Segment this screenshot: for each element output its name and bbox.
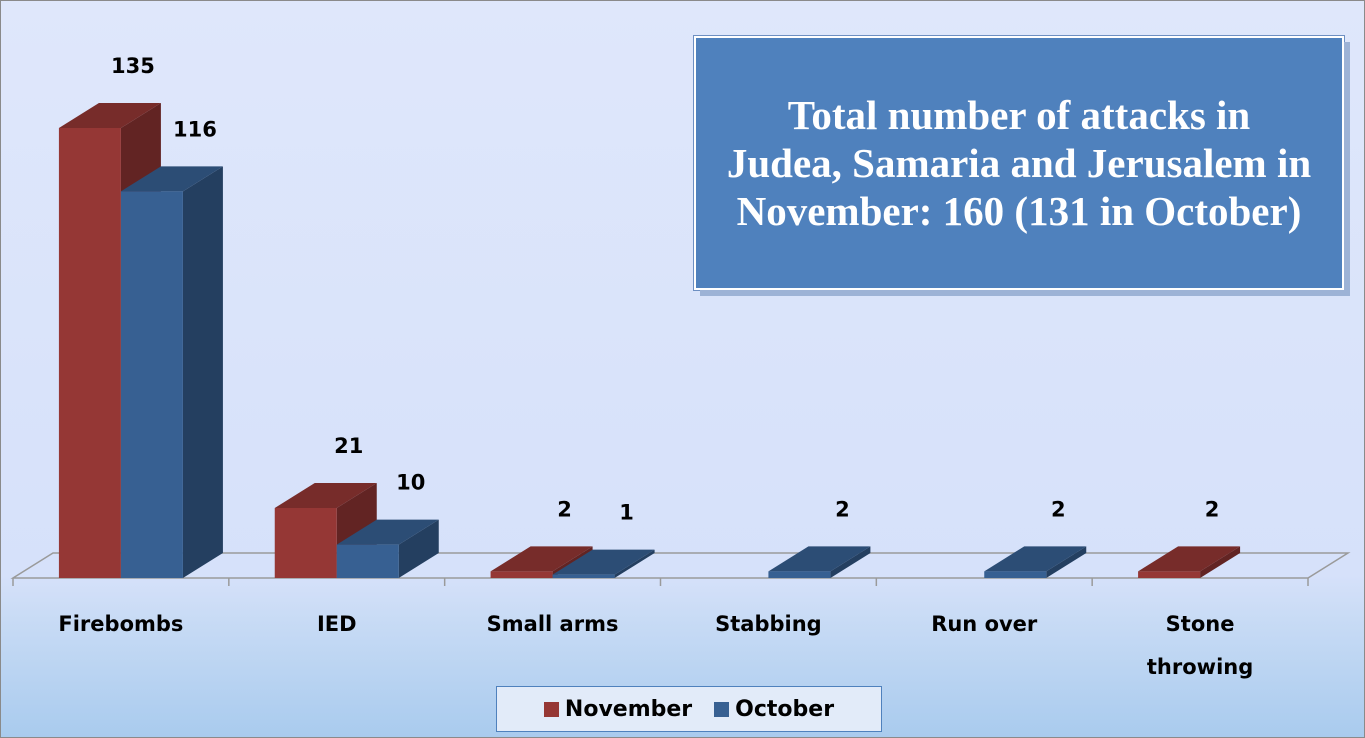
bar-top (490, 546, 593, 572)
bar-front (120, 191, 183, 579)
x-tick-label: Firebombs (58, 612, 184, 636)
bar-side (182, 166, 223, 579)
x-tick-label: Small arms (486, 612, 619, 636)
bar-top (274, 483, 377, 508)
bar-front (336, 544, 399, 578)
bar-side (1200, 546, 1241, 578)
data-label: 2 (557, 497, 572, 521)
bar-front (490, 571, 553, 578)
bar-top (120, 166, 223, 192)
chart-title: Total number of attacks in Judea, Samari… (694, 36, 1344, 290)
data-label: 10 (396, 471, 425, 495)
bar-top (552, 549, 655, 575)
x-tick-label: IED (316, 612, 357, 636)
legend-label: October (735, 696, 835, 722)
bar-top (1138, 546, 1241, 572)
bar-front (274, 508, 337, 578)
bar (120, 166, 223, 579)
bar-side (830, 546, 871, 578)
bar-top (984, 546, 1087, 572)
bar (984, 546, 1087, 578)
bar-side (614, 549, 655, 578)
legend: November October (496, 686, 882, 732)
data-label: 2 (1205, 497, 1220, 521)
bar-top (58, 103, 161, 128)
data-label: 116 (173, 117, 217, 141)
bar (336, 519, 439, 578)
legend-item: November (543, 696, 693, 722)
x-tick-label: Run over (931, 612, 1038, 636)
x-tick-label: Stone throwing (1146, 612, 1254, 679)
data-label: 21 (334, 434, 363, 458)
bar-front (552, 574, 615, 578)
legend-swatch (714, 701, 730, 717)
bar-front (1138, 571, 1201, 578)
data-label: 2 (835, 497, 850, 521)
bar (552, 549, 655, 578)
data-label: 1 (619, 501, 634, 525)
x-tick-label: Stabbing (715, 612, 822, 636)
data-label: 2 (1051, 497, 1066, 521)
bar-front (58, 128, 121, 578)
bar-side (1046, 546, 1087, 578)
bar-front (984, 571, 1047, 578)
legend-label: November (564, 696, 693, 722)
data-label: 135 (111, 54, 155, 78)
bar (1138, 546, 1241, 578)
bar (768, 546, 871, 578)
bar-side (398, 519, 439, 578)
bar-front (768, 571, 831, 578)
bar-top (768, 546, 871, 572)
bar-top (336, 519, 439, 545)
legend-swatch (543, 701, 559, 717)
legend-item: October (714, 697, 834, 722)
